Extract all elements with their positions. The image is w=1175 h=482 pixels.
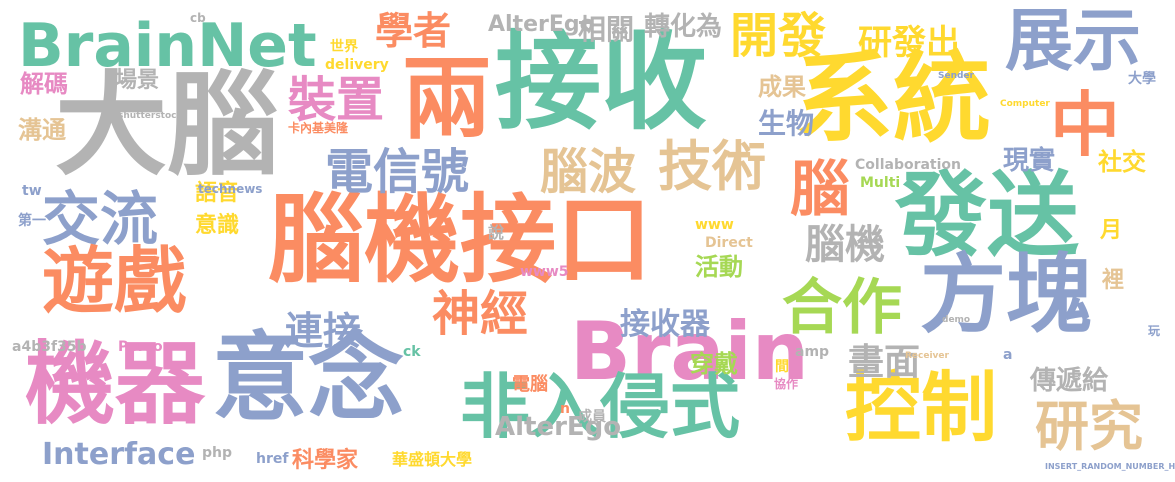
word-multi: Multi	[860, 175, 901, 191]
word-demo: demo	[942, 315, 971, 325]
word-activity: 活動	[695, 253, 743, 281]
word-delivery: delivery	[325, 57, 389, 73]
word-nerve: 神經	[432, 286, 529, 342]
word-person: Person	[118, 339, 173, 355]
word-intention: 意念	[212, 322, 404, 434]
word-href: href	[256, 451, 289, 467]
word-cb: cb	[190, 11, 206, 25]
word-alterego-2: AlterEgo	[495, 412, 622, 442]
word-receive: 接收	[495, 21, 707, 144]
word-receiver-en: Receiver	[905, 351, 949, 361]
word-developed: 研發出	[858, 23, 960, 63]
word-carnegie-mellon: 卡內基美隆	[288, 121, 349, 135]
word-two: 兩	[402, 47, 492, 152]
word-brain-en: Brain	[570, 305, 809, 398]
word-direct: Direct	[705, 235, 753, 251]
word-scientist: 科學家	[292, 448, 359, 473]
word-cooperate: 合作	[782, 273, 902, 343]
word-consciousness: 意識	[195, 213, 240, 238]
word-send: 發送	[895, 162, 1080, 269]
word-game: 遊戲	[42, 239, 187, 323]
word-alterego: AlterEgo	[488, 12, 595, 37]
word-brain-machine-interface: 腦機接口	[268, 184, 652, 296]
word-computer-en: Computer	[1000, 99, 1050, 109]
word-sender: Sender	[938, 71, 974, 81]
word-scholar: 學者	[375, 9, 452, 53]
word-technology: 技術	[658, 135, 766, 198]
word-wearable: 穿戴	[690, 350, 738, 378]
word-brainwave: 腦波	[540, 144, 637, 200]
word-n: n	[560, 401, 570, 417]
word-electrical-signal: 電信號	[325, 144, 470, 200]
word-insert-random-number: INSERT_RANDOM_NUMBER_HE	[1045, 462, 1175, 471]
word-a: a	[1003, 347, 1013, 363]
word-university: 大學	[1128, 71, 1156, 87]
word-develop: 開發	[730, 8, 827, 64]
word-first: 第一	[18, 213, 46, 229]
word-www: www	[695, 217, 734, 233]
word-ck: ck	[403, 344, 421, 360]
word-brain-machine: 腦機	[805, 222, 885, 268]
word-brain-single: 腦	[790, 155, 850, 225]
word-inside: 裡	[1102, 268, 1125, 293]
word-biology: 生物	[758, 107, 815, 140]
word-voice: 語音	[195, 181, 240, 206]
word-control: 控制	[845, 363, 997, 452]
word-brainnet: BrainNet	[18, 11, 317, 81]
word-a4b3f35b: a4b3f35b	[12, 339, 87, 355]
word-non-invasive: 非入侵式	[460, 366, 740, 448]
word-interface: Interface	[42, 437, 196, 472]
word-transmit-to: 傳遞給	[1030, 366, 1109, 396]
word-research: 研究	[1035, 395, 1143, 458]
word-tw: tw	[22, 183, 42, 199]
word-related: 相關	[578, 13, 635, 46]
word-communicate: 溝通	[18, 116, 66, 144]
word-collaboration: Collaboration	[855, 157, 962, 173]
word-member: 成員	[578, 409, 606, 425]
word-php: php	[202, 445, 233, 461]
word-coordinate: 協作	[774, 377, 799, 391]
word-social: 社交	[1098, 148, 1146, 176]
word-receiver: 接收器	[620, 307, 710, 342]
word-result: 成果	[758, 73, 806, 101]
word-university-of-washington: 華盛頓大學	[392, 450, 473, 469]
word-brain: 大腦	[55, 61, 279, 191]
word-say: 說	[488, 223, 505, 242]
word-block: 方塊	[920, 245, 1092, 345]
word-connect: 連接	[285, 309, 362, 353]
word-scene: 場景	[115, 68, 160, 93]
word-machine: 機器	[25, 332, 205, 437]
word-world: 世界	[330, 39, 358, 55]
word-device: 裝置	[288, 72, 385, 128]
word-month: 月	[1100, 218, 1123, 243]
word-middle: 中	[1050, 84, 1120, 166]
word-showcase: 展示	[1005, 2, 1142, 81]
word-play: 玩	[1148, 324, 1161, 338]
word-amp: amp	[795, 344, 830, 360]
word-convert: 轉化為	[644, 12, 723, 42]
word-shutterstock: shutterstock	[118, 111, 183, 121]
word-technews: technews	[198, 182, 263, 196]
word-reality: 現實	[1003, 146, 1056, 176]
word-decode: 解碼	[20, 70, 68, 98]
word-screen: 畫面	[848, 342, 921, 383]
word-exchange: 交流	[42, 185, 159, 253]
word-computer: 電腦	[512, 374, 548, 395]
word-www5: www5	[520, 264, 569, 280]
word-system: 系統	[795, 42, 992, 156]
word-between: 間	[775, 359, 789, 375]
